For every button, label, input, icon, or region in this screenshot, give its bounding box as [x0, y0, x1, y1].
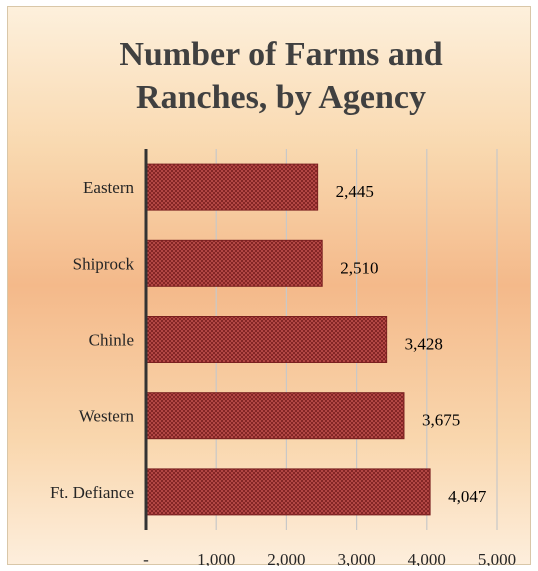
data-label: 2,510 — [340, 258, 378, 277]
bar — [145, 163, 319, 211]
category-label: Chinle — [89, 331, 134, 350]
bar — [145, 239, 323, 287]
x-tick-label: 5,000 — [478, 550, 516, 566]
x-tick-label: 2,000 — [267, 550, 305, 566]
x-tick-label: 4,000 — [408, 550, 446, 566]
category-label: Western — [79, 407, 135, 426]
x-tick-label: - — [143, 550, 149, 566]
chart-svg: Number of Farms and Ranches, by Agency -… — [50, 36, 516, 566]
category-label: Ft. Defiance — [50, 483, 134, 502]
labels: - 1,000 2,000 3,000 4,000 5,000 Eastern 2,445 Sh… — [50, 178, 516, 566]
data-label: 3,675 — [422, 411, 460, 430]
bars — [145, 163, 431, 516]
x-tick-label: 3,000 — [337, 550, 375, 566]
data-label: 4,047 — [448, 487, 487, 506]
chart-title-line-2: Ranches, by Agency — [136, 79, 426, 116]
category-label: Shiprock — [73, 254, 135, 273]
chart-area: Number of Farms and Ranches, by Agency -… — [7, 6, 531, 566]
bar — [145, 468, 431, 516]
chart-title-line-1: Number of Farms and — [119, 36, 442, 73]
bar — [145, 316, 388, 363]
data-label: 2,445 — [336, 182, 374, 201]
data-label: 3,428 — [405, 335, 443, 354]
bar — [145, 392, 405, 440]
category-label: Eastern — [83, 178, 134, 197]
x-tick-label: 1,000 — [197, 550, 235, 566]
